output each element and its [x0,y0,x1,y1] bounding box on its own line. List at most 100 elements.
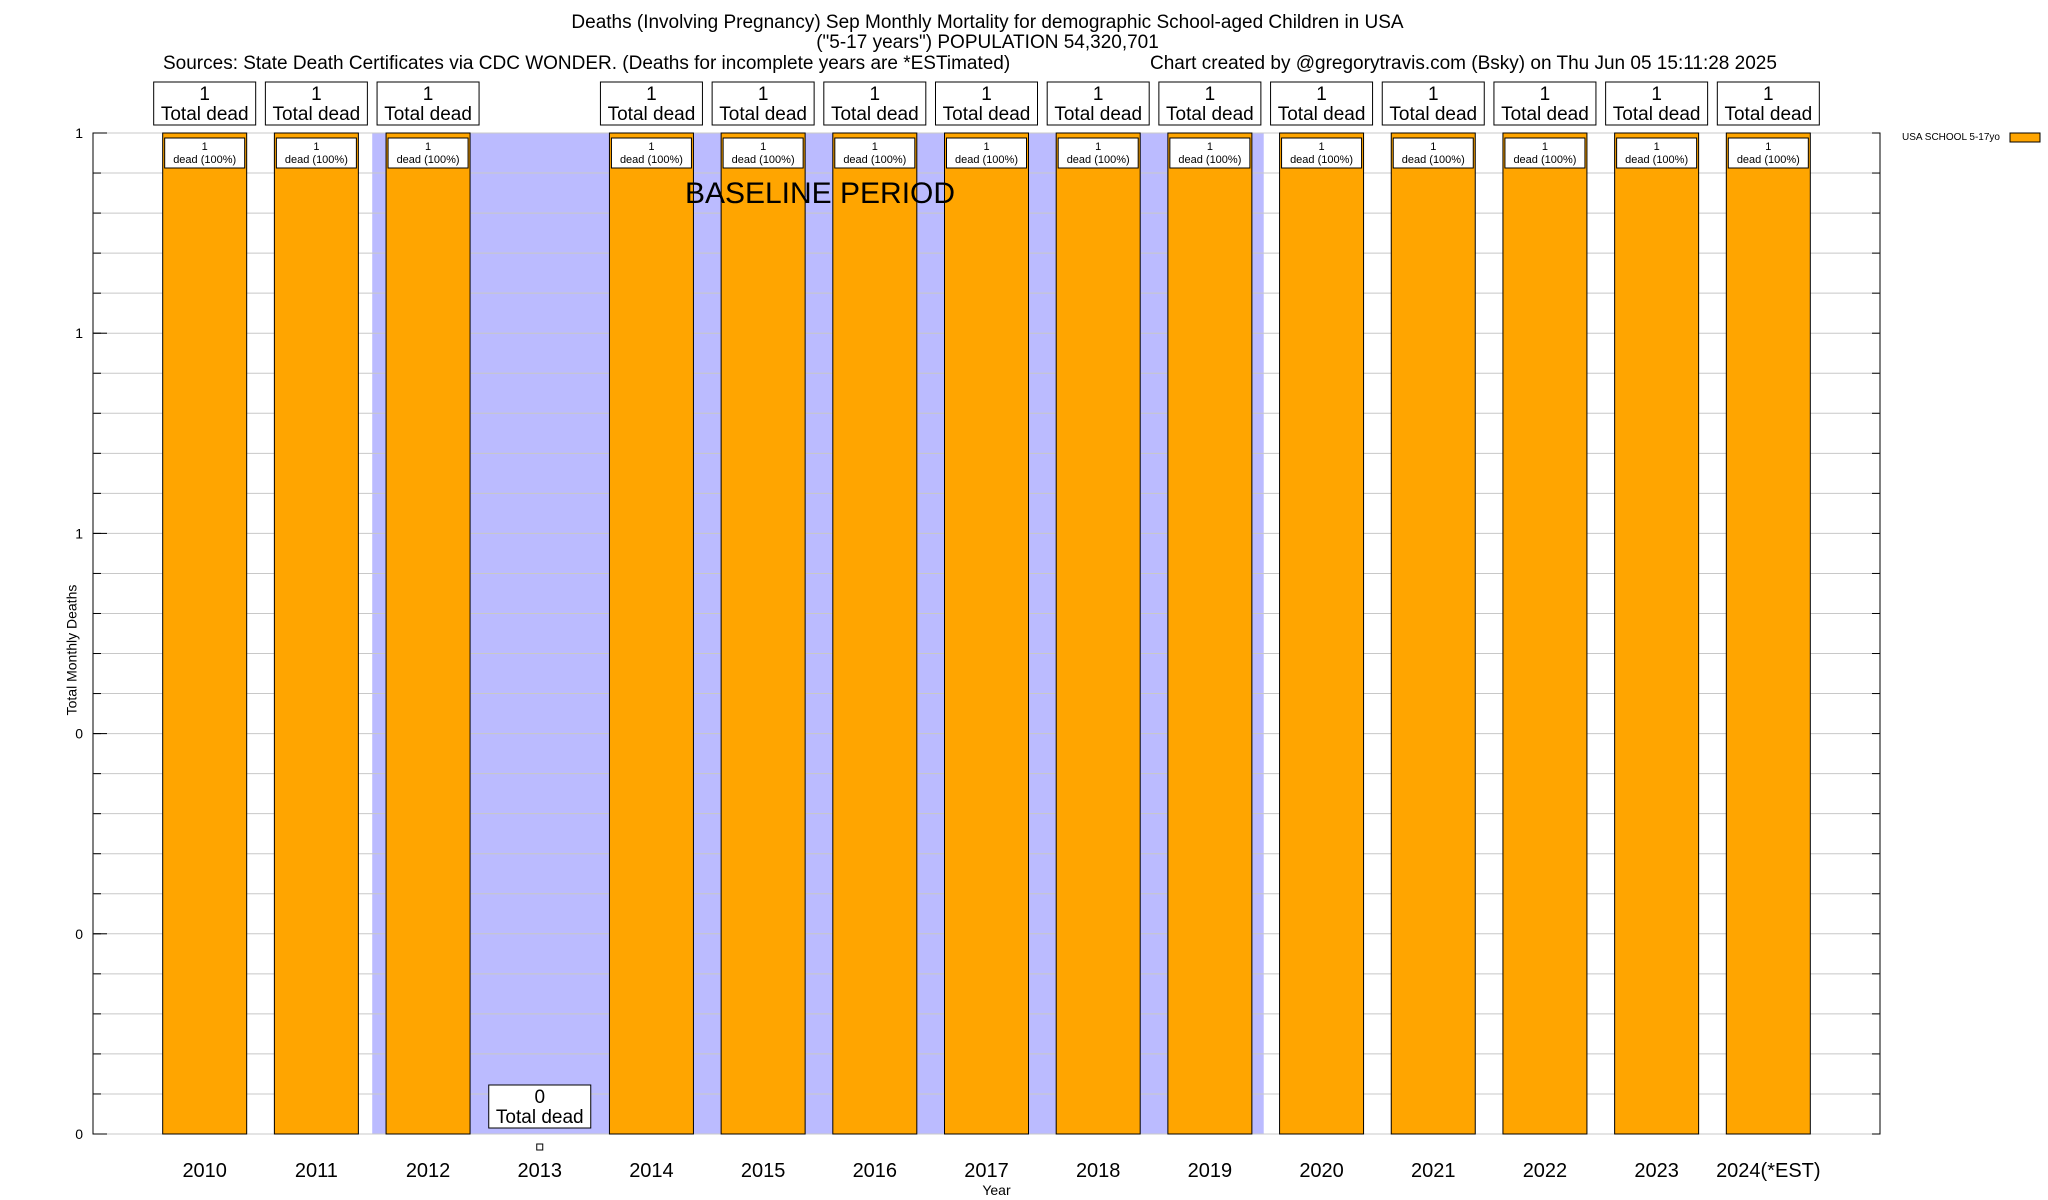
bar-inner-label-box [1169,137,1251,169]
x-tick-label: 2012 [406,1160,451,1182]
bar-inner-sublabel: dead (100%) [285,154,348,166]
x-tick-label: 2024(*EST) [1716,1160,1821,1182]
bar-inner-label-box [1616,137,1698,169]
bar-inner-sublabel: dead (100%) [1737,154,1800,166]
x-tick-label: 2019 [1188,1160,1233,1182]
legend-label: USA SCHOOL 5-17yo [1902,132,2000,143]
total-label-box [711,81,815,126]
total-label-box [935,81,1038,126]
legend-swatch [2009,132,2041,143]
x-tick-label: 2013 [518,1160,563,1182]
bar-inner-sublabel: dead (100%) [620,154,683,166]
bar-2016 [832,132,918,1135]
bar-inner-sublabel: dead (100%) [732,154,795,166]
y-tick-label: 0 [75,726,83,742]
y-tick-label: 0 [75,1126,83,1142]
total-value: 1 [199,84,210,105]
x-axis-label: Year [982,1182,1011,1198]
total-value: 1 [1540,84,1551,105]
total-label-box [153,81,257,126]
bar-inner-sublabel: dead (100%) [1402,154,1465,166]
bar-inner-label-box [834,137,916,169]
y-tick-label: 1 [75,325,83,341]
total-label-box [264,81,368,126]
chart-subtitle: ("5-17 years") POPULATION 54,320,701 [816,32,1159,53]
total-value: 1 [870,84,881,105]
bar-inner-label-box [164,137,246,169]
total-value: 1 [1763,84,1774,105]
x-tick-label: 2020 [1299,1160,1344,1182]
bar-2014 [608,132,694,1135]
bar-inner-sublabel: dead (100%) [1290,154,1353,166]
y-tick-label: 1 [75,125,83,141]
y-tick-label: 1 [75,525,83,541]
bar-inner-label-box [1504,137,1586,169]
total-label-box [1605,81,1709,126]
x-tick-label: 2018 [1076,1160,1121,1182]
total-value: 1 [1428,84,1439,105]
bar-inner-value: 1 [425,141,431,153]
bar-inner-value: 1 [648,141,654,153]
bar-inner-value: 1 [1654,141,1660,153]
bar-inner-label-box [610,137,692,169]
x-tick-label: 2015 [741,1160,786,1182]
bar-2019 [1167,132,1253,1135]
total-label-box [1716,81,1820,126]
bar-inner-label-box [1727,137,1809,169]
total-sublabel: Total dead [719,104,807,125]
total-label-box [1158,81,1262,126]
bar-inner-value: 1 [313,141,319,153]
total-value: 1 [646,84,657,105]
bar-inner-label-box [946,137,1027,169]
bar-inner-label-box [1281,137,1363,169]
baseline-period-label: BASELINE PERIOD [685,177,955,210]
total-value: 1 [423,84,434,105]
bar-inner-value: 1 [1319,141,1325,153]
bar-inner-label-box [1392,137,1474,169]
x-tick-label: 2010 [182,1160,227,1182]
x-tick-label: 2014 [629,1160,674,1182]
total-sublabel: Total dead [161,104,249,125]
total-sublabel: Total dead [1166,104,1254,125]
bar-2021 [1390,132,1476,1135]
bar-inner-sublabel: dead (100%) [397,154,460,166]
bar-2020 [1279,132,1365,1135]
bar-inner-label-box [1057,137,1139,169]
total-sublabel: Total dead [273,104,361,125]
bar-2015 [720,132,806,1135]
bar-inner-value: 1 [1207,141,1213,153]
x-tick-label: 2017 [964,1160,1009,1182]
zero-marker-2013 [536,1143,544,1151]
total-label-box [599,81,703,126]
bar-inner-sublabel: dead (100%) [1513,154,1576,166]
bar-inner-sublabel: dead (100%) [1178,154,1241,166]
x-tick-label: 2021 [1411,1160,1456,1182]
bar-2011 [273,132,359,1135]
total-value: 1 [1316,84,1327,105]
chart-sources: Sources: State Death Certificates via CD… [163,53,1011,74]
total-value: 1 [981,84,992,105]
total-sublabel: Total dead [384,104,472,125]
bar-inner-value: 1 [1095,141,1101,153]
x-tick-label: 2016 [853,1160,898,1182]
total-value: 1 [1093,84,1104,105]
bar-inner-value: 1 [202,141,208,153]
total-sublabel: Total dead [1724,104,1812,125]
x-tick-label: 2023 [1634,1160,1679,1182]
bar-2023 [1614,132,1700,1135]
bar-inner-value: 1 [872,141,878,153]
bar-inner-label-box [387,137,469,169]
total-sublabel: Total dead [1389,104,1477,125]
chart-credit: Chart created by @gregorytravis.com (Bsk… [1150,53,1777,74]
chart-title: Deaths (Involving Pregnancy) Sep Monthly… [571,12,1404,33]
total-label-box [1381,81,1485,126]
bar-inner-sublabel: dead (100%) [955,154,1018,166]
total-sublabel: Total dead [1613,104,1701,125]
bar-2017 [944,132,1029,1135]
total-sublabel: Total dead [608,104,696,125]
bar-inner-sublabel: dead (100%) [1067,154,1130,166]
x-tick-label: 2011 [295,1160,338,1182]
total-sublabel: Total dead [496,1107,584,1128]
x-tick-label: 2022 [1523,1160,1568,1182]
